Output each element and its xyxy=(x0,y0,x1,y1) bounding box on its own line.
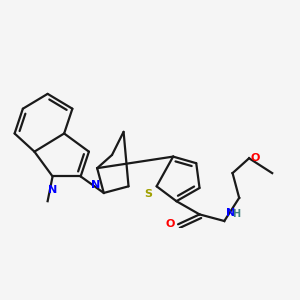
Text: N: N xyxy=(226,208,235,218)
Text: N: N xyxy=(91,180,100,190)
Text: O: O xyxy=(251,153,260,163)
Text: N: N xyxy=(48,185,57,195)
Text: O: O xyxy=(165,219,175,229)
Text: S: S xyxy=(145,189,153,199)
Text: H: H xyxy=(232,209,241,219)
